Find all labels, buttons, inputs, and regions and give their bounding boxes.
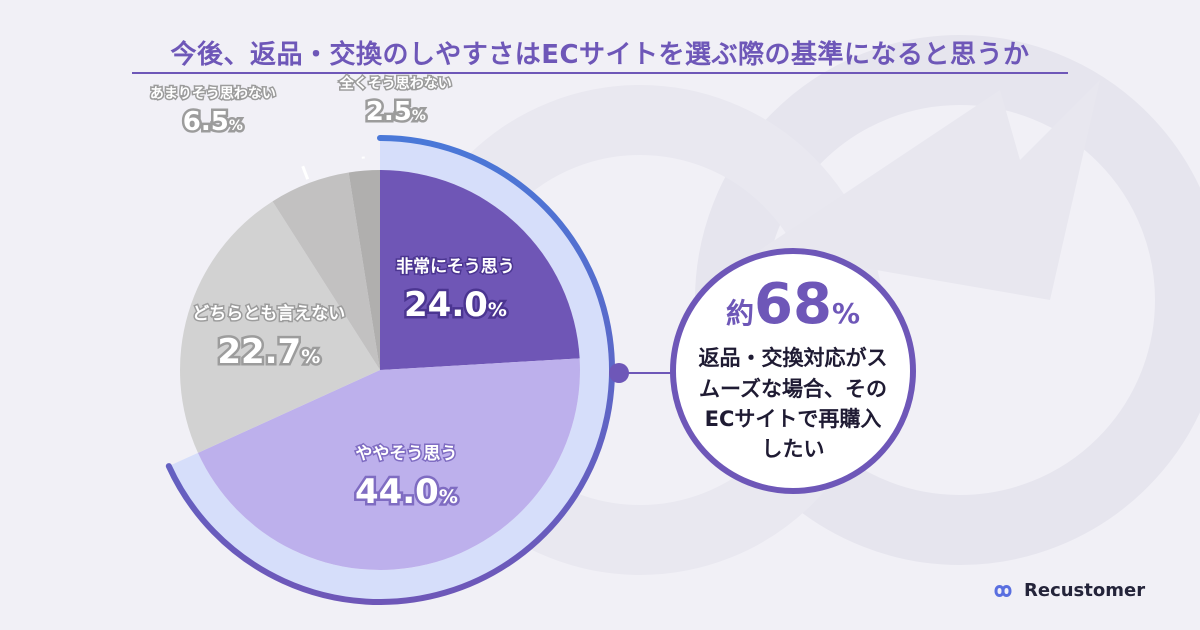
highlight-ring-outline (165, 135, 615, 605)
pie-slice (272, 172, 380, 370)
callout-connector-dot (609, 363, 629, 383)
slice-value-number: 44.0 (355, 472, 439, 512)
pie-slice (348, 170, 380, 370)
slice-value-number: 22.7 (217, 332, 301, 372)
slice-value-unit: % (229, 118, 243, 134)
slice-label-value: 24.0% (404, 285, 507, 325)
callout-connector-line (619, 372, 675, 374)
slice-label-value: 22.7% (217, 332, 320, 372)
callout-description: 返品・交換対応がスムーズな場合、そのECサイトで再購入したい (698, 346, 888, 462)
brand-name: Recustomer (1024, 580, 1146, 601)
slice-label-name: 非常にそう思う (396, 256, 515, 277)
callout-prefix: 約 (725, 297, 754, 331)
slice-labels: 非常にそう思う 24.0% ややそう思う 44.0% どちらとも言えない 22.7% あまり… (148, 73, 516, 514)
brand-logo: Recustomer (988, 580, 1145, 601)
pie-slice (197, 358, 581, 570)
slice-value-unit: % (412, 108, 426, 124)
slice-label-name: どちらとも言えない (192, 303, 345, 324)
slice-value-unit: % (301, 346, 320, 368)
callout-percent-sign: % (831, 297, 860, 331)
slice-label-name: 全くそう思わない (339, 75, 452, 92)
slice-value-number: 2.5 (366, 97, 412, 127)
title-underline (132, 72, 1068, 74)
slice-label-name: あまりそう思わない (150, 86, 276, 102)
chart-title: 今後、返品・交換のしやすさはECサイトを選ぶ際の基準になると思うか (170, 40, 1030, 70)
leader-lines (301, 156, 365, 180)
slice-value-unit: % (488, 299, 507, 321)
slice-value-number: 24.0 (404, 285, 488, 325)
callout-headline: 約68% (726, 277, 860, 333)
slice-label-value: 6.5% (183, 107, 243, 137)
highlight-ring-band (170, 140, 610, 600)
infinity-logo-icon (994, 584, 1012, 597)
slice-label-value: 2.5% (366, 97, 426, 127)
highlight-ring (165, 135, 615, 605)
pie-slice (380, 170, 580, 370)
summary-callout: 約68% 返品・交換対応がスムーズな場合、そのECサイトで再購入したい (670, 248, 916, 494)
bg-arrow-shape (760, 80, 1100, 300)
callout-number: 68 (754, 272, 832, 338)
pie-slice (180, 201, 380, 453)
leader-line (301, 165, 310, 180)
slice-value-unit: % (439, 486, 458, 508)
slice-label-name: ややそう思う (355, 444, 457, 464)
slice-label-value: 44.0% (355, 472, 458, 512)
pie-slices (180, 170, 581, 570)
slice-value-number: 6.5 (183, 107, 229, 137)
